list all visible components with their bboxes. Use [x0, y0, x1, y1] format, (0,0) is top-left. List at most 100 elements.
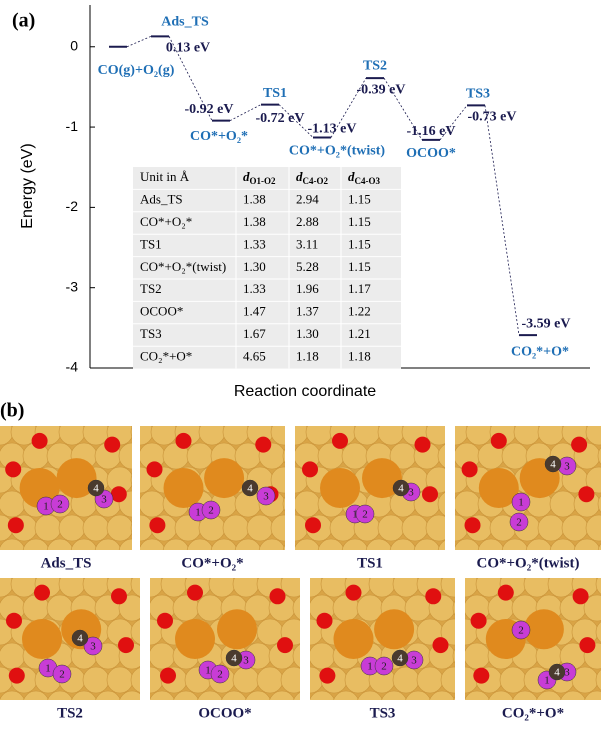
- oxygen-atom: [146, 461, 163, 478]
- surface-atom: [232, 578, 260, 598]
- adsorbate-atom: [511, 492, 531, 512]
- metal-atom: [163, 468, 204, 508]
- oxygen-atom: [473, 667, 490, 684]
- surface-atom: [150, 426, 178, 446]
- surface-atom: [34, 514, 62, 542]
- surface-atom: [437, 540, 445, 550]
- surface-atom: [23, 690, 49, 700]
- surface-atom: [280, 578, 300, 598]
- table-cell: 1.18: [348, 348, 371, 363]
- surface-atom: [310, 690, 335, 700]
- surface-atom: [162, 538, 190, 550]
- state-label: CO(g)+O₂(g): [98, 63, 175, 78]
- table-cell: 1.17: [348, 281, 371, 296]
- surface-atom: [130, 474, 132, 486]
- oxygen-atom: [332, 432, 348, 449]
- atom-label: 2: [57, 499, 63, 511]
- surface-atom: [71, 690, 97, 700]
- table-cell: 4.65: [243, 348, 266, 363]
- connector: [484, 105, 520, 336]
- atom-label: 3: [411, 655, 417, 667]
- metal-atom: [175, 619, 215, 659]
- table-cell: CO*+O₂*(twist): [140, 259, 226, 274]
- atom-label: 4: [398, 483, 404, 495]
- adsorbate-atom: [52, 664, 72, 684]
- structure-caption: OCOO*: [198, 705, 251, 721]
- surface-atom: [295, 490, 321, 518]
- state-label: Ads_TS: [161, 15, 209, 30]
- table-cell: 1.38: [243, 192, 266, 207]
- surface-atom: [537, 514, 565, 542]
- surface-atom: [341, 538, 369, 550]
- surface-atom: [106, 666, 134, 694]
- surface-atom: [140, 490, 166, 518]
- table-cell: OCOO*: [140, 304, 183, 319]
- value-label: 0.13 eV: [166, 41, 210, 56]
- surface-atom: [333, 690, 359, 700]
- surface-atom: [595, 621, 601, 643]
- panel-label: (a): [12, 10, 35, 32]
- table-cell: CO₂*+O*: [140, 348, 192, 363]
- table-cell: 1.15: [348, 259, 371, 274]
- oxygen-atom: [149, 517, 166, 534]
- surface-atom: [270, 426, 285, 446]
- oxygen-atom: [490, 432, 507, 449]
- atom-label: 2: [217, 669, 223, 681]
- table-cell: 1.30: [243, 259, 266, 274]
- y-tick-label: -1: [66, 118, 79, 134]
- oxygen-atom: [6, 612, 22, 629]
- surface-atom: [282, 544, 285, 550]
- table-header: dC4-O3: [348, 169, 380, 186]
- table-cell: TS3: [140, 326, 162, 341]
- surface-atom: [440, 578, 455, 598]
- oxygen-atom: [187, 584, 203, 601]
- surface-atom: [130, 426, 132, 438]
- surface-atom: [455, 426, 469, 446]
- surface-atom: [585, 514, 601, 542]
- atom-label: 2: [362, 509, 368, 521]
- y-tick-label: -2: [66, 198, 79, 214]
- surface-atom: [583, 594, 601, 622]
- metal-atom: [523, 609, 564, 650]
- atom-label: 3: [564, 461, 570, 473]
- surface-atom: [118, 442, 132, 470]
- table-cell: 1.30: [296, 326, 319, 341]
- surface-atom: [368, 578, 396, 598]
- header-symbol: d: [348, 169, 355, 184]
- connector: [330, 77, 367, 138]
- surface-atom: [465, 578, 479, 598]
- surface-atom: [210, 538, 238, 550]
- surface-atom: [0, 642, 26, 670]
- table-cell: 1.15: [348, 236, 371, 251]
- atom-label: 4: [77, 633, 83, 645]
- atom-label: 3: [101, 494, 107, 506]
- oxygen-atom: [572, 588, 589, 605]
- table-header: Unit in Å: [140, 169, 190, 184]
- surface-atom: [256, 666, 284, 694]
- table-cell: 1.15: [348, 192, 371, 207]
- state-label: CO₂*+O*: [511, 344, 569, 359]
- oxygen-atom: [111, 588, 127, 605]
- surface-atom: [310, 578, 324, 598]
- surface-atom: [597, 495, 601, 513]
- surface-atom: [282, 448, 285, 464]
- surface-atom: [501, 442, 529, 470]
- oxygen-atom: [461, 461, 478, 478]
- surface-atom: [357, 690, 383, 700]
- y-axis-label: Energy (eV): [19, 143, 36, 228]
- atom-label: 3: [564, 667, 570, 679]
- surface-atom: [269, 690, 295, 700]
- surface-atom: [595, 669, 601, 691]
- state-label: OCOO*: [406, 146, 456, 161]
- atom-label: 3: [90, 641, 96, 653]
- atom-label: 1: [43, 501, 49, 513]
- surface-atom: [437, 444, 445, 468]
